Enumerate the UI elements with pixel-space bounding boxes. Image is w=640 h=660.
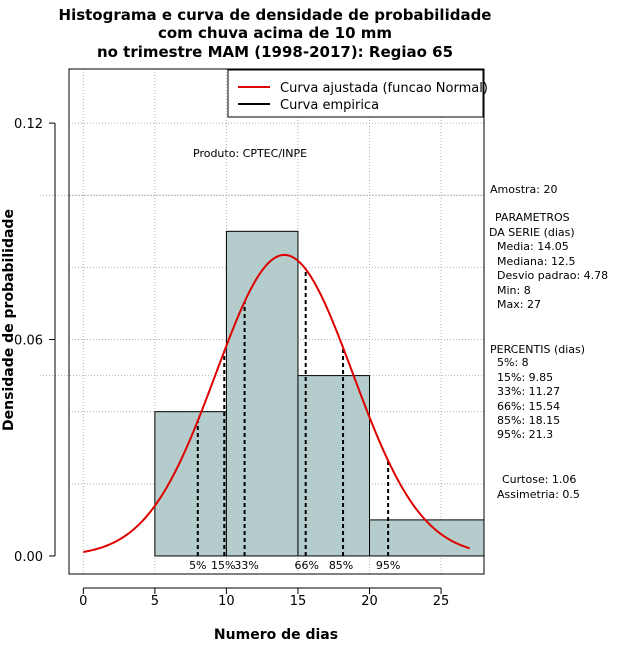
chart-title-line-2: com chuva acima de 10 mm [158,24,392,42]
y-tick-label: 0.00 [14,550,43,565]
x-axis-label: Numero de dias [214,627,338,643]
stats-line: Min: 8 [497,284,531,297]
chart-title-line-3: no trimestre MAM (1998-2017): Regiao 65 [97,43,453,61]
legend-box [227,69,484,118]
x-tick-label: 15 [290,594,307,609]
stats-line: DA SERIE (dias) [489,226,575,239]
legend-label-normal: Curva ajustada (funcao Normal) [280,81,488,96]
x-tick-label: 20 [361,594,378,609]
histogram-bar [297,375,371,557]
y-tick-label: 0.12 [14,117,43,132]
percentile-label: 15% [211,559,235,572]
histogram-bar [369,519,485,557]
stats-line: PARAMETROS [495,211,570,224]
stats-line: Mediana: 12.5 [497,255,575,268]
stats-line: 5%: 8 [497,356,529,369]
stats-line: Assimetria: 0.5 [497,488,580,501]
percentile-label: 95% [376,559,400,572]
y-axis-label: Densidade de probabilidade [1,209,17,431]
x-tick-label: 0 [79,594,87,609]
stats-line: 95%: 21.3 [497,428,553,441]
stats-line: Media: 14.05 [497,240,569,253]
y-tick-label: 0.06 [14,334,43,349]
percentile-label: 66% [294,559,318,572]
stats-line: 66%: 15.54 [497,400,560,413]
normal-curve [83,253,470,553]
x-tick-label: 10 [218,594,235,609]
x-tick-label: 25 [433,594,450,609]
stats-line: 85%: 18.15 [497,414,560,427]
histogram-bar [154,411,227,557]
product-note: Produto: CPTEC/INPE [193,147,307,160]
plot-frame [68,68,485,575]
chart-title-line-1: Histograma e curva de densidade de proba… [59,6,492,24]
legend-label-empirical: Curva empirica [280,98,379,113]
percentile-label: 5% [189,559,206,572]
stats-line: Max: 27 [497,298,541,311]
stats-line: Desvio padrao: 4.78 [497,269,608,282]
stats-line: 33%: 11.27 [497,385,560,398]
percentile-label: 33% [234,559,258,572]
stats-line: Curtose: 1.06 [502,473,576,486]
stats-line: PERCENTIS (dias) [490,343,585,356]
stats-line: 15%: 9.85 [497,371,553,384]
stats-line: Amostra: 20 [490,183,557,196]
percentile-label: 85% [329,559,353,572]
histogram-bar [225,230,299,557]
x-tick-label: 5 [151,594,159,609]
